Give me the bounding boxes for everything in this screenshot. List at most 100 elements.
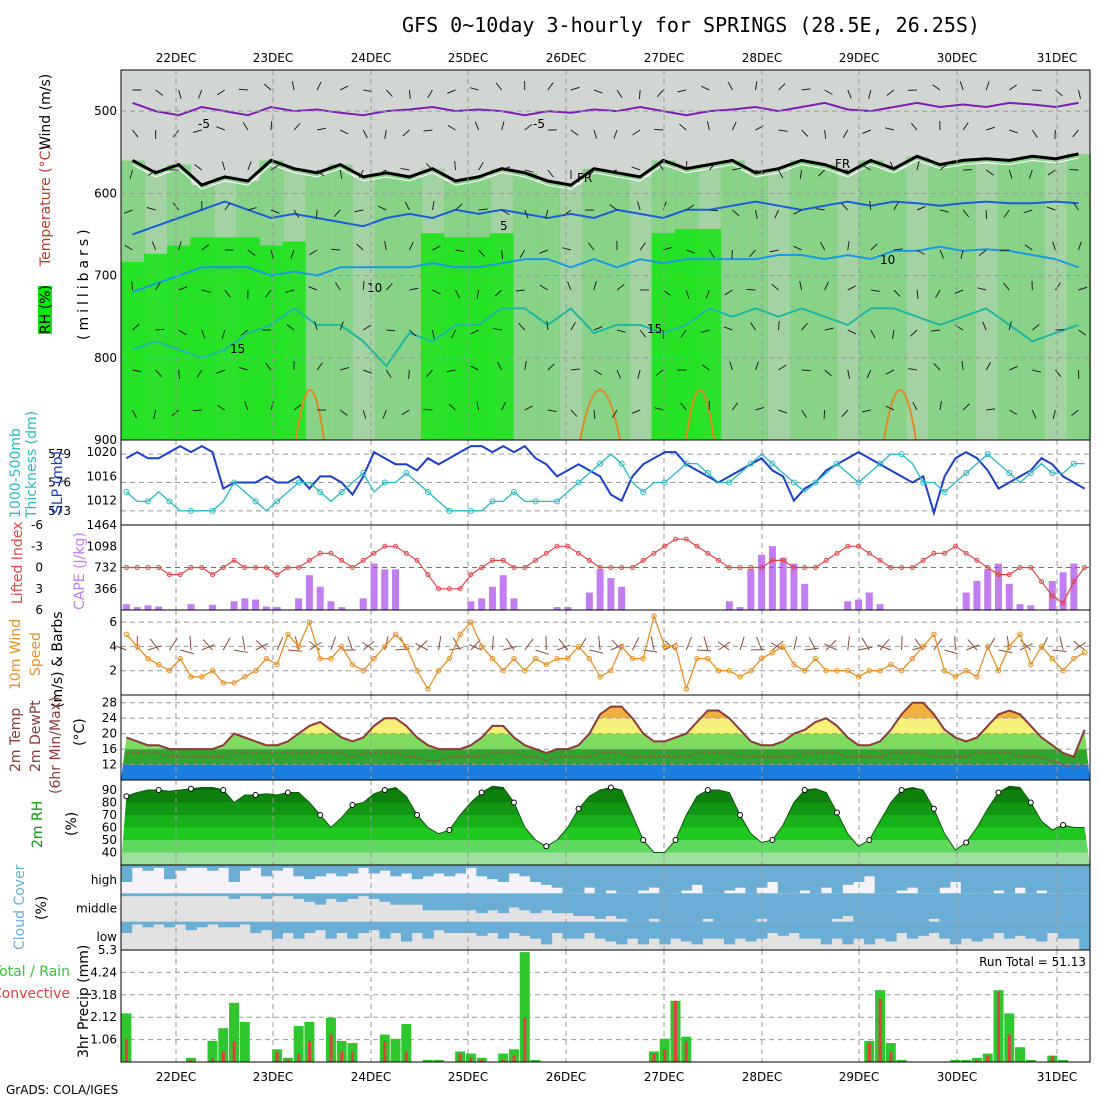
wind-speed-point xyxy=(1028,661,1034,668)
thickness-point xyxy=(295,479,302,486)
wind-barb xyxy=(178,241,182,251)
cloud-bar xyxy=(777,893,790,922)
wind-barb xyxy=(982,321,987,331)
cloud-bar xyxy=(400,893,413,905)
wind-label: Wind (m/s) xyxy=(38,74,54,150)
cloud-bar xyxy=(810,893,822,922)
wind-speed-point xyxy=(360,668,366,674)
rh-band-moist xyxy=(1066,153,1091,440)
wind-barb-10m xyxy=(415,642,429,651)
temperature-label: Temperature (°C) xyxy=(38,145,54,267)
wind-barb xyxy=(885,127,895,131)
wind-label-2: Speed xyxy=(28,632,44,676)
dewpoint-line xyxy=(126,752,1085,770)
thickness-point xyxy=(661,479,668,486)
wind-speed-point xyxy=(489,655,496,662)
lifted-index-point xyxy=(145,565,151,570)
wind-speed-point xyxy=(586,655,593,662)
cloud-bar xyxy=(476,921,488,936)
chart-title: GFS 0~10day 3-hourly for SPRINGS (28.5E,… xyxy=(402,13,980,37)
wind-speed-point xyxy=(328,655,334,662)
wind-speed-point xyxy=(791,661,797,668)
cloud-bar xyxy=(831,893,843,919)
cloud-bar xyxy=(853,865,865,882)
wind-barb xyxy=(986,126,995,131)
wind-barb xyxy=(632,129,641,136)
cloud-bar xyxy=(519,865,531,877)
cloud-unit-label: (%) xyxy=(34,896,50,920)
wind-barb xyxy=(425,163,433,171)
cloud-bar xyxy=(465,865,477,868)
cape-tick: 732 xyxy=(94,561,117,575)
lifted-index-point xyxy=(748,565,754,570)
precip-total-bar xyxy=(498,1053,509,1062)
cloud-bar xyxy=(896,893,908,922)
cloud-bar xyxy=(357,893,370,897)
rh-band xyxy=(121,790,1090,803)
wind-barb-10m xyxy=(598,636,601,651)
cloud-bar xyxy=(293,921,305,939)
wind-barb xyxy=(408,89,411,100)
precip-convective-bar xyxy=(383,1040,387,1062)
wind-barb xyxy=(1008,321,1012,331)
rh-band-saturated xyxy=(420,233,445,440)
lifted-index-point xyxy=(737,565,743,570)
cloud-bar xyxy=(153,893,165,897)
wind-barb xyxy=(638,89,641,100)
rh-label: 2m RH xyxy=(30,801,46,848)
wind-barb xyxy=(593,409,596,420)
wind-barb xyxy=(985,81,990,91)
wind-barb-10m xyxy=(201,644,215,651)
wind-barb xyxy=(455,203,463,211)
rh-band-saturated xyxy=(467,237,492,440)
wind-barb xyxy=(469,87,479,91)
wind-barb-10m xyxy=(449,647,464,651)
cape-bar xyxy=(1005,583,1013,610)
lifted-index-point xyxy=(759,565,765,570)
rh-point xyxy=(284,789,291,796)
cloud-bar xyxy=(260,865,273,877)
wind-barb xyxy=(221,329,226,339)
wind-speed-point xyxy=(425,686,431,692)
wind-speed-point xyxy=(403,643,410,650)
wind-barb xyxy=(567,281,572,291)
cloud-bar xyxy=(422,865,434,877)
lifted-index-point xyxy=(274,572,280,578)
thickness-point xyxy=(941,488,948,495)
wind-barb xyxy=(1071,409,1079,417)
wind-barb-10m xyxy=(696,649,712,652)
cloud-bar xyxy=(723,865,736,891)
wind-barb xyxy=(706,121,710,131)
rh-point xyxy=(833,809,840,816)
wind-barb xyxy=(358,169,364,179)
cloud-bar xyxy=(928,865,940,894)
wind-label-1: 10m Wind xyxy=(8,619,24,690)
cloud-bar xyxy=(777,921,790,936)
cloud-bar xyxy=(217,893,230,897)
lifted-index-point xyxy=(974,557,980,563)
cape-bar xyxy=(144,605,152,610)
cloud-bar xyxy=(820,893,833,922)
wind-barb xyxy=(978,249,987,257)
cloud-bar xyxy=(670,921,682,939)
wind-speed-point xyxy=(209,668,216,674)
rh-fill-group xyxy=(121,786,1090,865)
cape-bar xyxy=(1059,572,1067,610)
wind-barb xyxy=(793,245,802,251)
cloud-bar xyxy=(745,893,757,922)
cloud-bar xyxy=(713,921,725,939)
cape-bar xyxy=(596,569,604,610)
rh-band-moist xyxy=(536,181,561,440)
wind-barb-10m xyxy=(631,637,640,651)
wind-barb xyxy=(609,204,618,211)
date-label-top: 28DEC xyxy=(742,51,782,65)
temp-tick: 16 xyxy=(102,742,117,756)
wind-barb xyxy=(216,369,226,374)
wind-barb xyxy=(869,201,872,211)
cloud-bar xyxy=(810,865,822,894)
wind-barb xyxy=(916,289,919,299)
wind-barb xyxy=(478,208,488,211)
wind-barb xyxy=(799,169,803,179)
cloud-bar xyxy=(885,921,897,942)
lifted-index-point xyxy=(1006,572,1012,578)
